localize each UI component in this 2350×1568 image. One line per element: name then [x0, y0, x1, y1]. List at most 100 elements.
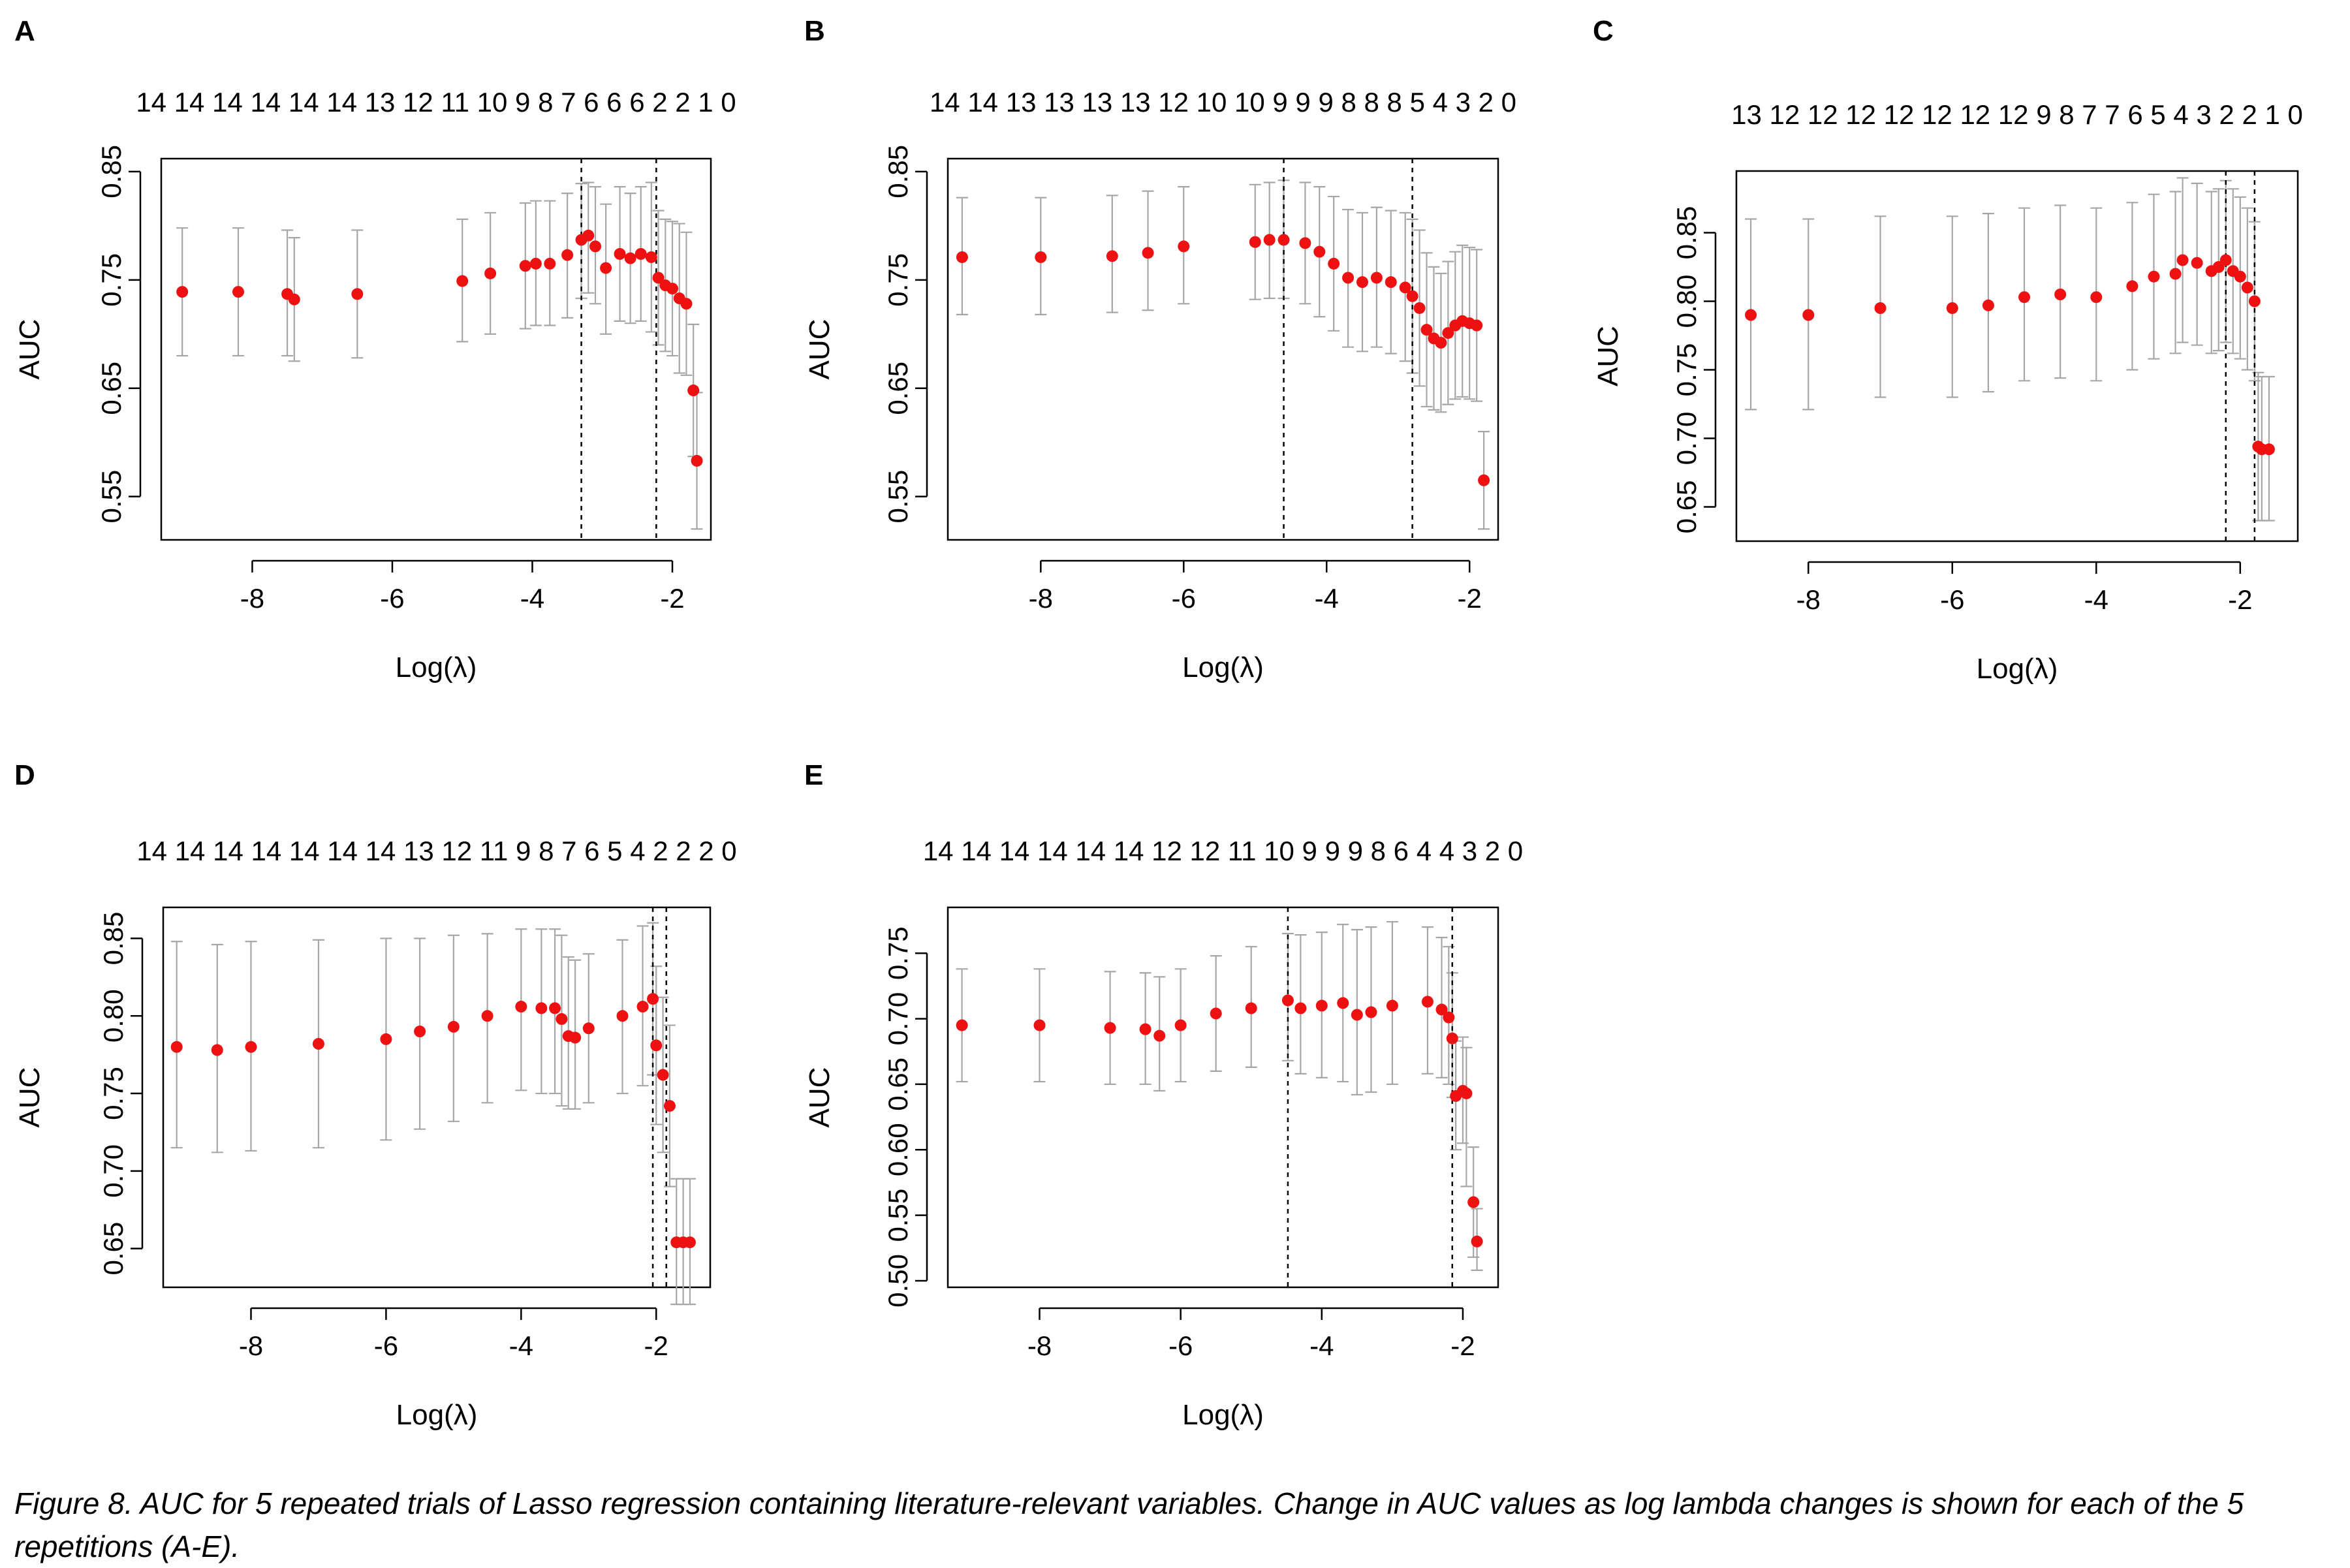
x-tick-label: -6 — [374, 1330, 398, 1361]
auc-point — [544, 257, 556, 270]
auc-point — [666, 283, 679, 295]
y-tick-label: 0.85 — [98, 912, 129, 965]
auc-point — [2054, 289, 2067, 300]
y-axis-title: AUC — [14, 319, 46, 380]
auc-point — [1294, 1002, 1307, 1014]
auc-point — [447, 1020, 460, 1033]
auc-point — [1299, 237, 1311, 249]
auc-point — [414, 1026, 426, 1038]
auc-point — [1106, 250, 1118, 262]
x-axis-title: Log(λ) — [396, 651, 477, 683]
panel-letter: D — [14, 759, 35, 791]
auc-point — [456, 275, 469, 287]
y-axis-title: AUC — [804, 1067, 836, 1128]
x-axis-title: Log(λ) — [396, 1399, 478, 1431]
auc-point — [1413, 302, 1426, 314]
auc-point — [1139, 1023, 1152, 1035]
auc-point — [1471, 319, 1483, 332]
y-tick-label: 0.55 — [883, 470, 913, 524]
top-axis-variable-counts: 14 14 13 13 13 13 12 10 10 9 9 9 8 8 8 5… — [930, 87, 1516, 118]
auc-point — [2191, 257, 2203, 269]
x-tick-label: -2 — [2228, 584, 2252, 615]
auc-point — [2219, 254, 2232, 266]
y-tick-label: 0.65 — [98, 1222, 129, 1276]
auc-point — [1249, 236, 1261, 248]
auc-point — [1874, 302, 1887, 314]
auc-point — [1365, 1006, 1377, 1018]
auc-point — [1245, 1002, 1257, 1014]
auc-point — [519, 260, 531, 272]
y-axis-title: AUC — [804, 319, 836, 380]
plot-frame — [162, 906, 712, 1289]
x-axis-title: Log(λ) — [1182, 1399, 1264, 1431]
auc-point — [556, 1013, 568, 1026]
auc-point — [232, 286, 244, 298]
auc-point — [535, 1002, 548, 1014]
auc-point — [683, 1236, 696, 1249]
auc-point — [2018, 291, 2031, 304]
auc-point — [2234, 270, 2246, 283]
y-tick-label: 0.55 — [96, 470, 127, 524]
auc-point — [529, 257, 542, 270]
x-tick-label: -6 — [1940, 584, 1964, 615]
auc-point — [1210, 1007, 1222, 1020]
auc-point — [1467, 1196, 1480, 1208]
x-tick-label: -4 — [520, 583, 544, 614]
auc-point — [1281, 994, 1294, 1007]
auc-point — [1342, 272, 1355, 284]
auc-point — [1442, 327, 1454, 339]
auc-point — [1435, 337, 1447, 349]
y-tick-label: 0.65 — [883, 362, 913, 415]
chart-panel-b: B 14 14 13 13 13 13 12 10 10 9 9 9 8 8 8 … — [804, 15, 1516, 683]
plot-frame — [947, 157, 1499, 541]
auc-point — [2126, 280, 2138, 292]
x-tick-label: -8 — [1027, 1330, 1052, 1361]
auc-point — [176, 286, 189, 298]
x-tick-label: -2 — [1450, 1330, 1475, 1361]
auc-point — [2176, 254, 2189, 266]
auc-point — [1802, 309, 1815, 321]
auc-point — [1420, 324, 1433, 336]
x-tick-label: -6 — [380, 583, 404, 614]
y-tick-label: 0.80 — [1671, 275, 1702, 328]
chart-panel-a: A 14 14 14 14 14 14 13 12 11 10 9 8 7 6 6… — [14, 15, 736, 683]
auc-point — [351, 288, 364, 300]
y-tick-label: 0.50 — [883, 1254, 913, 1308]
x-axis-title: Log(λ) — [1977, 653, 2058, 685]
panel-letter: E — [804, 759, 823, 791]
auc-point — [549, 1002, 561, 1014]
top-axis-variable-counts: 13 12 12 12 12 12 12 12 9 8 7 7 6 5 4 3 … — [1731, 99, 2303, 130]
y-tick-label: 0.85 — [1671, 206, 1702, 260]
auc-point — [1033, 1019, 1046, 1031]
auc-point — [380, 1033, 392, 1045]
auc-point — [680, 298, 693, 310]
auc-point — [1153, 1029, 1166, 1042]
auc-point — [691, 454, 703, 467]
auc-point — [1263, 234, 1276, 246]
auc-point — [1946, 302, 1958, 314]
x-axis-title: Log(λ) — [1182, 651, 1264, 683]
auc-point — [561, 249, 574, 261]
auc-point — [170, 1041, 183, 1053]
plot-frame — [1735, 170, 2299, 542]
auc-point — [1142, 247, 1154, 259]
auc-point — [481, 1010, 494, 1022]
auc-point — [582, 1022, 595, 1035]
auc-point — [1982, 299, 1994, 311]
auc-point — [956, 1019, 968, 1031]
auc-point — [1745, 309, 1757, 321]
auc-point — [288, 293, 300, 306]
auc-point — [1104, 1022, 1116, 1034]
auc-point — [312, 1038, 324, 1050]
x-tick-label: -8 — [240, 583, 264, 614]
chart-panel-c: C 13 12 12 12 12 12 12 12 9 8 7 7 6 5 4 3… — [1592, 15, 2303, 685]
auc-point — [634, 248, 647, 260]
y-tick-label: 0.75 — [98, 1067, 129, 1120]
auc-point — [569, 1031, 582, 1044]
auc-point — [1351, 1009, 1363, 1021]
y-tick-label: 0.70 — [883, 992, 913, 1046]
y-axis-title: AUC — [1592, 326, 1624, 386]
auc-point — [687, 384, 700, 397]
auc-point — [1277, 234, 1290, 246]
